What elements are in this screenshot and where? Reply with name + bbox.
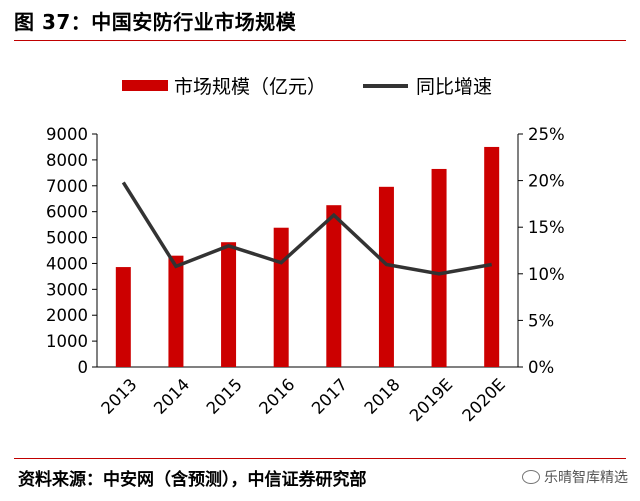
watermark: 乐晴智库精选	[522, 467, 628, 487]
bar	[484, 146, 500, 367]
left-tick-label: 1000	[46, 332, 88, 351]
right-tick-label: 20%	[528, 172, 565, 191]
source-note: 资料来源：中安网（含预测），中信证券研究部	[18, 470, 367, 490]
figure-title: 图 37：中国安防行业市场规模	[14, 10, 297, 34]
bar	[168, 255, 184, 367]
x-tick-label: 2015	[203, 375, 246, 418]
left-tick-label: 2000	[46, 306, 88, 325]
legend-line-label: 同比增速	[416, 76, 492, 98]
x-tick-label: 2016	[255, 375, 298, 418]
wechat-icon	[522, 470, 540, 484]
source-divider	[14, 458, 626, 459]
x-axis-labels: 2013 2014 2015 2016 2017 2018 2019E 2020E	[97, 375, 509, 426]
x-tick-label: 2020E	[458, 375, 509, 426]
x-tick-label: 2018	[361, 375, 404, 418]
watermark-text: 乐晴智库精选	[544, 470, 628, 486]
left-axis-labels: 0 1000 2000 3000 4000 5000 6000 7000 8000 9000	[46, 125, 97, 377]
x-tick-label: 2019E	[406, 375, 457, 426]
x-tick-label: 2013	[97, 375, 140, 418]
growth-line	[121, 181, 492, 276]
left-tick-label: 9000	[46, 125, 88, 144]
bar-series	[115, 146, 500, 367]
legend: 市场规模（亿元） 同比增速	[122, 76, 492, 98]
bar	[273, 227, 289, 367]
bar	[378, 186, 394, 367]
right-axis-labels: 0% 5% 10% 15% 20% 25%	[518, 125, 565, 377]
legend-bar-swatch	[122, 80, 168, 91]
right-tick-label: 5%	[528, 311, 554, 330]
left-tick-label: 7000	[46, 177, 88, 196]
right-tick-label: 0%	[528, 358, 554, 377]
left-tick-label: 4000	[46, 254, 88, 273]
bar	[326, 205, 342, 367]
right-tick-label: 10%	[528, 265, 565, 284]
right-tick-label: 15%	[528, 218, 565, 237]
growth-line-series	[121, 181, 492, 276]
left-tick-label: 6000	[46, 203, 88, 222]
axes	[96, 134, 519, 368]
x-tick-label: 2017	[308, 375, 351, 418]
title-divider	[14, 40, 626, 41]
x-tick-label: 2014	[150, 375, 193, 418]
left-tick-label: 5000	[46, 229, 88, 248]
right-tick-label: 25%	[528, 125, 565, 144]
bar	[221, 242, 237, 367]
left-tick-label: 3000	[46, 280, 88, 299]
bar	[115, 267, 131, 367]
left-tick-label: 8000	[46, 151, 88, 170]
left-tick-label: 0	[78, 358, 89, 377]
legend-bar-label: 市场规模（亿元）	[174, 76, 326, 98]
bar	[431, 168, 447, 367]
